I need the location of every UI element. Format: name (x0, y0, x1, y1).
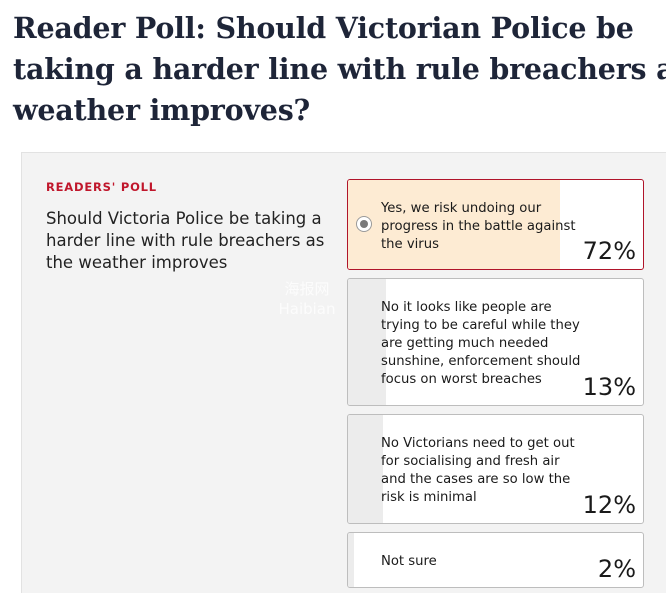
poll-option-no-careful[interactable]: No it looks like people are trying to be… (347, 278, 644, 406)
poll-option-percent: 72% (582, 237, 636, 265)
radio-icon[interactable] (356, 569, 372, 585)
result-bar (348, 533, 354, 587)
poll-option-yes[interactable]: Yes, we risk undoing our progress in the… (347, 179, 644, 270)
poll-option-label: Yes, we risk undoing our progress in the… (381, 201, 576, 252)
poll-option-not-sure[interactable]: Not sure 2% (347, 532, 644, 588)
poll-option-label: No Victorians need to get out for social… (381, 436, 575, 505)
result-bar (348, 415, 384, 523)
radio-selected-icon[interactable] (356, 216, 372, 232)
poll-question: Should Victoria Police be taking a harde… (46, 209, 325, 272)
article-headline: Reader Poll: Should Victorian Police be … (13, 11, 666, 127)
poll-option-percent: 13% (582, 373, 636, 401)
poll-option-no-fresh-air[interactable]: No Victorians need to get out for social… (347, 414, 644, 524)
poll-option-label: No it looks like people are trying to be… (381, 300, 581, 387)
radio-icon[interactable] (356, 451, 372, 467)
result-bar (348, 180, 561, 269)
poll-kicker: READERS' POLL (46, 180, 157, 194)
poll-option-label: Not sure (381, 554, 437, 569)
radio-icon[interactable] (356, 315, 372, 331)
poll-option-percent: 2% (597, 555, 636, 583)
readers-poll-panel: READERS' POLL Should Victoria Police be … (21, 152, 666, 593)
watermark: 海报网 Haibian (278, 280, 336, 318)
poll-option-percent: 12% (582, 491, 636, 519)
result-bar (348, 279, 387, 405)
